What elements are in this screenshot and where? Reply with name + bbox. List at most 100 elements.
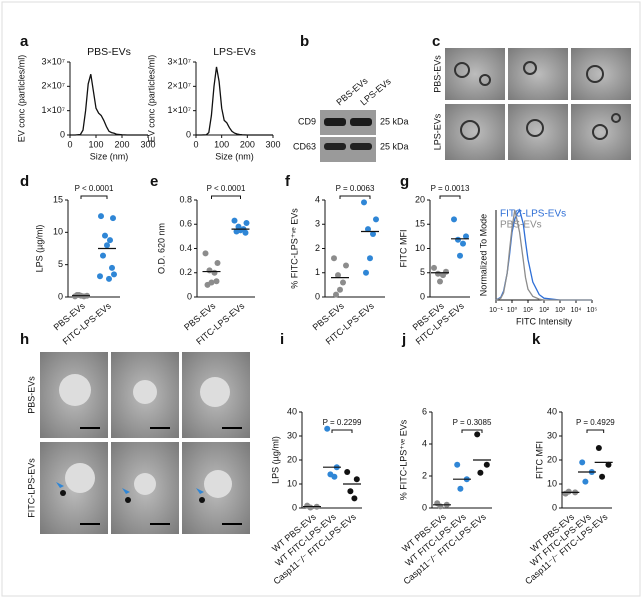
x-tick-label: 300	[265, 139, 280, 149]
y-tick-label: 0.4	[179, 243, 192, 253]
y-tick-label: 4	[422, 438, 427, 448]
y-tick-label: 20	[287, 454, 297, 464]
size-label: 25 kDa	[380, 116, 409, 126]
significance-bracket	[339, 195, 371, 199]
p-value: P = 0.0013	[431, 184, 470, 193]
panel-letter: f	[285, 173, 291, 190]
data-point	[331, 473, 338, 480]
x-tick-label: 10¹	[523, 307, 534, 314]
x-tick-label: 10⁰	[507, 306, 518, 314]
vesicle	[454, 62, 470, 78]
significance-bracket	[439, 195, 461, 199]
data-point	[440, 272, 446, 279]
y-axis-label: FITC MFI	[534, 441, 544, 479]
data-point	[347, 488, 354, 495]
data-point	[344, 469, 351, 475]
chart: Normalized To Mode FITC Intensity 10⁻¹ 10⁰ 1…	[478, 208, 597, 326]
band	[324, 143, 346, 150]
data-point	[565, 488, 572, 495]
row-label: LPS-EVs	[432, 113, 442, 150]
panel-letter: a	[20, 33, 29, 50]
y-tick-label: 30	[547, 430, 557, 440]
row-label: PBS-EVs	[26, 376, 36, 414]
y-tick-label: 4	[315, 194, 320, 204]
band-label: CD9	[298, 116, 316, 126]
y-tick-label: 1×10⁷	[167, 105, 191, 115]
data-point	[599, 473, 606, 480]
x-tick-label: 10²	[539, 307, 550, 314]
y-tick-label: 5	[58, 259, 63, 269]
micrographs-c: PBS-EVs LPS-EVs	[432, 48, 631, 160]
micrograph	[508, 48, 568, 100]
chart-title: PBS-EVs	[87, 46, 131, 58]
panel-letter: j	[401, 331, 406, 348]
band	[350, 143, 372, 150]
y-tick-label: 2	[315, 243, 320, 253]
x-tick-label: 100	[214, 139, 229, 149]
x-axis-label: FITC Intensity	[516, 316, 573, 326]
chart: O.D. 620 nm00.20.40.60.8PBS-EVsFITC-LPS-…	[156, 184, 255, 347]
data-point	[104, 242, 110, 249]
p-value: P < 0.0001	[207, 184, 246, 193]
data-point	[370, 230, 376, 237]
y-tick-label: 10	[53, 227, 63, 237]
y-axis-label: EV conc (particles/ml)	[146, 55, 156, 143]
y-tick-label: 5	[420, 267, 425, 277]
band	[350, 118, 372, 126]
data-point	[363, 269, 369, 276]
panel-letter: b	[300, 33, 309, 50]
y-axis-label: O.D. 620 nm	[156, 223, 166, 274]
arrow	[196, 488, 204, 494]
arrow	[122, 488, 130, 494]
data-point	[324, 425, 331, 432]
y-axis-label: FITC MFI	[398, 230, 408, 268]
y-tick-label: 3×10⁷	[167, 56, 191, 66]
y-tick-label: 40	[547, 406, 557, 416]
y-axis-label: Normalized To Mode	[478, 214, 488, 296]
data-point	[340, 279, 346, 286]
vesicle	[204, 470, 232, 498]
arrow	[56, 482, 64, 488]
data-point	[455, 236, 461, 243]
data-point	[343, 262, 349, 269]
y-tick-label: 3×10⁷	[41, 56, 65, 66]
micrograph	[445, 48, 505, 100]
data-point	[367, 255, 373, 262]
x-tick-label: 300	[140, 139, 155, 149]
chart: LPS-EVs EV conc (particles/ml) Size (nm) 0 1…	[146, 46, 280, 162]
data-point	[437, 278, 443, 285]
y-tick-label: 0.6	[179, 219, 192, 229]
data-point	[98, 213, 104, 220]
vesicle	[133, 380, 157, 404]
p-value: P < 0.0001	[75, 184, 114, 193]
panel-letter: i	[280, 331, 284, 348]
y-tick-label: 0	[58, 291, 63, 301]
y-tick-label: 0.8	[179, 194, 192, 204]
data-point	[460, 240, 466, 247]
y-tick-label: 0	[187, 291, 192, 301]
data-point	[474, 431, 481, 438]
data-point	[457, 252, 463, 259]
x-tick-label: 10³	[555, 307, 566, 314]
y-axis-label: EV conc (particles/ml)	[16, 55, 26, 143]
data-point	[595, 445, 602, 451]
vesicle	[592, 124, 608, 140]
line-series	[196, 66, 273, 136]
panel-letter: g	[400, 173, 409, 190]
legend-entry: FITC-LPS-EVs	[500, 209, 566, 220]
y-tick-label: 0	[422, 502, 427, 512]
y-tick-label: 20	[547, 454, 557, 464]
significance-bracket	[211, 195, 241, 199]
y-tick-label: 20	[415, 194, 425, 204]
y-tick-label: 0	[186, 129, 191, 139]
data-point	[333, 291, 339, 298]
x-axis-label: Size (nm)	[215, 151, 254, 161]
data-point	[106, 275, 112, 282]
data-point	[97, 273, 103, 280]
data-point	[231, 217, 238, 224]
data-point	[582, 478, 589, 485]
micrograph	[445, 104, 505, 160]
row-label: FITC-LPS-EVs	[26, 458, 36, 518]
y-tick-label: 3	[315, 219, 320, 229]
line-series	[70, 74, 148, 136]
